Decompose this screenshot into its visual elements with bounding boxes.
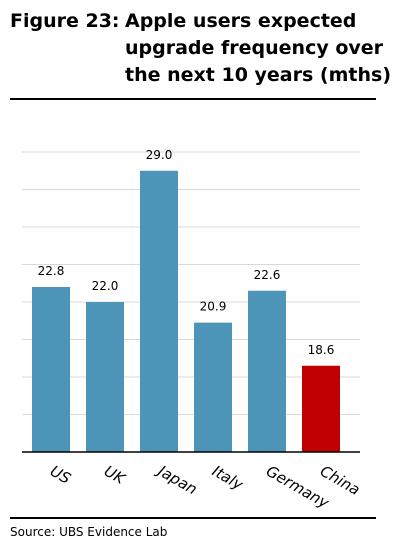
value-label-germany: 22.6 — [254, 268, 281, 282]
bar-china — [302, 365, 340, 452]
tick-label-japan: Japan — [152, 460, 200, 498]
title-block: Figure 23: Apple users expected upgrade … — [10, 8, 405, 92]
tick-label-us: US — [47, 462, 74, 488]
bars — [32, 170, 340, 452]
title-divider — [10, 98, 376, 100]
bar-chart: 22.822.029.020.922.618.6 US UK Japan Italy G… — [22, 148, 363, 513]
bar-uk — [86, 302, 124, 452]
value-label-japan: 29.0 — [146, 148, 173, 162]
tick-label-uk: UK — [101, 462, 129, 489]
figure-number: Figure 23: — [10, 10, 120, 32]
value-label-italy: 20.9 — [200, 300, 227, 314]
value-label-us: 22.8 — [38, 264, 65, 278]
bar-japan — [140, 170, 178, 452]
chart-title: Apple users expected upgrade frequency o… — [125, 10, 391, 86]
tick-label-italy: Italy — [209, 462, 247, 494]
bar-italy — [194, 322, 232, 452]
bar-germany — [248, 290, 286, 452]
value-labels: 22.8 22.0 29.0 20.9 22.6 18.6 — [38, 148, 335, 357]
bar-us — [32, 287, 70, 452]
source-note: Source: UBS Evidence Lab — [10, 525, 168, 539]
value-label-uk: 22.0 — [92, 279, 119, 293]
source-divider — [10, 517, 376, 519]
value-label-china: 18.6 — [308, 343, 335, 357]
